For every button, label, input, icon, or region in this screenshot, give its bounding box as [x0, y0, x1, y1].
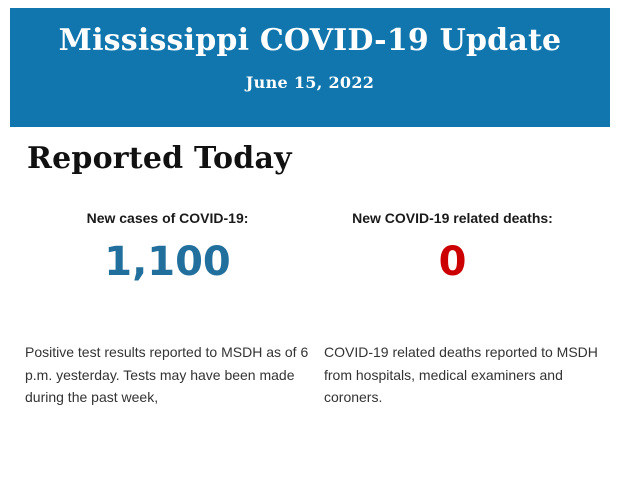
section-heading: Reported Today [27, 141, 292, 176]
new-deaths-label: New COVID-19 related deaths: [352, 210, 553, 226]
new-cases-value: 1,100 [104, 239, 231, 285]
stat-new-cases: New cases of COVID-19: 1,100 [25, 210, 310, 282]
stat-new-deaths: New COVID-19 related deaths: 0 [310, 210, 595, 282]
header-banner: Mississippi COVID-19 Update June 15, 202… [10, 8, 610, 127]
banner-date: June 15, 2022 [245, 72, 375, 92]
new-deaths-description: COVID-19 related deaths reported to MSDH… [324, 344, 598, 405]
new-deaths-value: 0 [438, 239, 467, 285]
new-cases-label: New cases of COVID-19: [86, 210, 249, 226]
banner-title: Mississippi COVID-19 Update [58, 23, 562, 58]
stats-row: New cases of COVID-19: 1,100 New COVID-1… [25, 210, 595, 282]
new-cases-description: Positive test results reported to MSDH a… [25, 344, 309, 405]
